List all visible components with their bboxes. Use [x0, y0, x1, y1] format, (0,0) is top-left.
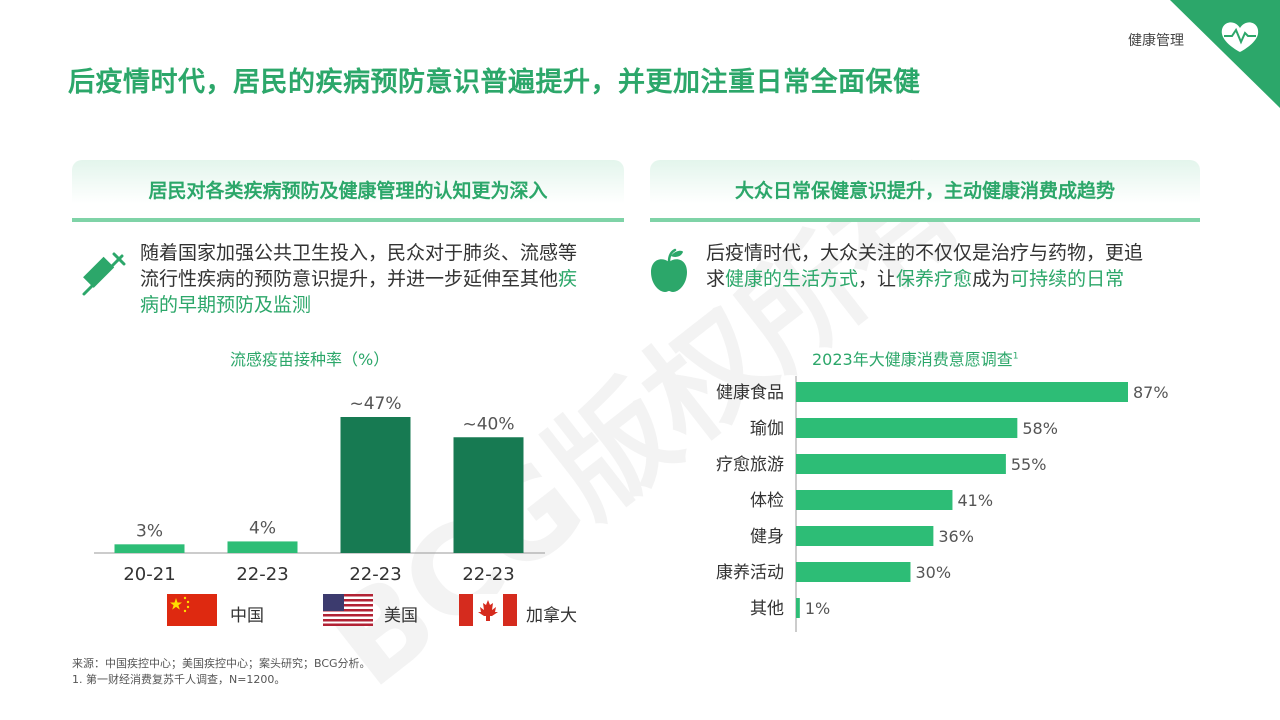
consumption-bar-value-label: 55% [1011, 455, 1047, 474]
vaccine-bar [114, 544, 185, 553]
syringe-icon [82, 252, 126, 296]
source-note: 来源：中国疾控中心；美国疾控中心；案头研究；BCG分析。 [72, 657, 371, 670]
china-flag-icon [167, 594, 217, 626]
vaccine-category-label: 22-23 [349, 564, 401, 585]
vaccine-bar [340, 417, 411, 553]
consumption-chart-title-sup: 1 [1012, 351, 1019, 362]
left-heading-text: 居民对各类疾病预防及健康管理的认知更为深入 [148, 179, 548, 202]
footnote: 1. 第一财经消费复苏千人调查，N=1200。 [72, 673, 286, 686]
consumption-bar [796, 562, 911, 582]
right-desc-highlight-2: 保养疗愈 [896, 268, 973, 290]
consumption-bar-value-label: 30% [915, 563, 951, 582]
vaccine-bar-value-label: ~47% [349, 394, 401, 414]
consumption-chart: 健康食品 87% 瑜伽 58% 疗愈旅游 55% 体检 41% 健身 36% 康养活动 30% 其他 1% [716, 376, 1169, 632]
consumption-bar-value-label: 1% [805, 599, 830, 618]
consumption-category-label: 健身 [750, 527, 784, 547]
consumption-category-label: 疗愈旅游 [716, 455, 784, 475]
consumption-bar-value-label: 58% [1022, 419, 1058, 438]
consumption-category-label: 体检 [750, 491, 784, 511]
section-tag: 健康管理 [1128, 33, 1184, 49]
right-desc-text-2: ，让 [858, 268, 897, 290]
canada-flag-icon [459, 594, 517, 626]
consumption-bar-value-label: 41% [957, 491, 993, 510]
consumption-bar-value-label: 36% [938, 527, 974, 546]
apple-icon [651, 248, 687, 292]
consumption-category-label: 康养活动 [716, 563, 784, 583]
left-desc-highlight: 疾病的早期预防及监测 [140, 268, 578, 316]
vaccine-category-label: 20-21 [123, 564, 175, 585]
vaccine-category-label: 22-23 [236, 564, 288, 585]
flag-label-canada: 加拿大 [526, 606, 577, 626]
consumption-bar [796, 454, 1006, 474]
flag-label-china: 中国 [230, 606, 264, 626]
right-description: 后疫情时代，大众关注的不仅仅是治疗与药物，更追求健康的生活方式，让保养疗愈成为可… [706, 240, 1156, 292]
vaccine-chart: 3% 20-21 4% 22-23 ~47% 22-23 ~40% 22-23 [94, 394, 545, 585]
consumption-category-label: 其他 [750, 599, 784, 619]
corner-decoration [1170, 0, 1280, 108]
left-description: 随着国家加强公共卫生投入，民众对于肺炎、流感等流行性疾病的预防意识提升，并进一步… [140, 240, 590, 318]
vaccine-bar-value-label: ~40% [462, 414, 514, 434]
consumption-category-label: 健康食品 [716, 383, 784, 403]
right-desc-highlight-1: 健康的生活方式 [725, 268, 859, 290]
usa-flag-icon [323, 594, 373, 626]
consumption-bar [796, 490, 953, 510]
consumption-chart-title-text: 2023年大健康消费意愿调查 [812, 350, 1013, 369]
vaccine-category-label: 22-23 [462, 564, 514, 585]
left-desc-text: 随着国家加强公共卫生投入，民众对于肺炎、流感等流行性疾病的预防意识提升，并进一步… [140, 242, 578, 290]
page-title: 后疫情时代，居民的疾病预防意识普遍提升，并更加注重日常全面保健 [68, 67, 921, 98]
vaccine-bar-value-label: 3% [136, 521, 163, 541]
consumption-bar [796, 382, 1128, 402]
vaccine-bar [453, 437, 524, 553]
right-panel-heading: 大众日常保健意识提升，主动健康消费成趋势 [650, 160, 1200, 222]
right-desc-highlight-3: 可持续的日常 [1010, 268, 1125, 290]
consumption-bar [796, 418, 1018, 438]
vaccine-bar [227, 541, 298, 553]
right-desc-text-3: 成为 [972, 268, 1011, 290]
consumption-chart-title: 2023年大健康消费意愿调查1 [812, 346, 1018, 370]
left-panel-heading: 居民对各类疾病预防及健康管理的认知更为深入 [72, 160, 624, 222]
consumption-bar [796, 526, 934, 546]
vaccine-bar-value-label: 4% [249, 518, 276, 538]
consumption-category-label: 瑜伽 [750, 419, 784, 439]
vaccine-chart-title: 流感疫苗接种率（%） [230, 350, 390, 369]
flag-label-usa: 美国 [384, 606, 418, 626]
consumption-bar-value-label: 87% [1133, 383, 1169, 402]
consumption-bar [796, 598, 800, 618]
right-desc-text-1: 后疫情时代，大众关注的不仅仅是治疗与药物，更追求 [706, 242, 1144, 290]
right-heading-text: 大众日常保健意识提升，主动健康消费成趋势 [734, 179, 1115, 202]
